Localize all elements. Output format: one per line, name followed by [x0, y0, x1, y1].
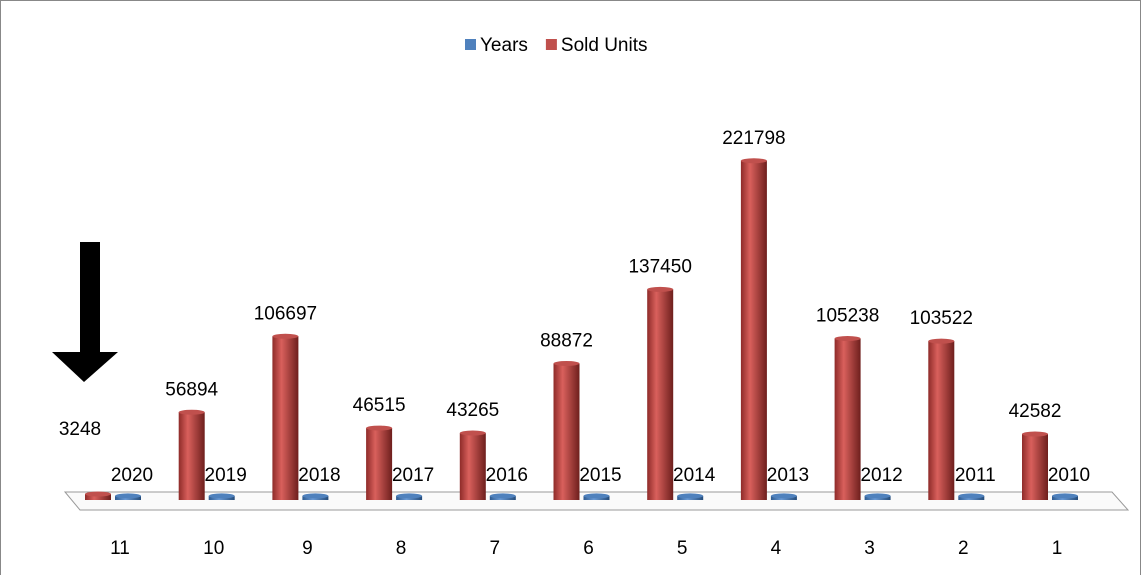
- x-tick-label: 2: [958, 538, 969, 559]
- bar-top: [928, 338, 955, 344]
- x-tick-label: 9: [302, 538, 313, 559]
- bar-top: [115, 493, 141, 499]
- data-label: 2013: [767, 465, 809, 486]
- bar-top: [677, 493, 704, 499]
- bar-top: [770, 493, 797, 499]
- bar: [553, 363, 580, 500]
- data-label: 2011: [955, 465, 996, 486]
- data-label: 2010: [1048, 465, 1090, 486]
- data-label: 2012: [860, 465, 902, 486]
- x-tick-label: 3: [864, 538, 875, 559]
- bar-top: [85, 491, 111, 497]
- bar: [459, 433, 486, 500]
- x-tick-label: 5: [677, 538, 688, 559]
- data-label: 221798: [722, 128, 785, 149]
- x-tick-label: 7: [490, 538, 501, 559]
- bar-top: [958, 493, 985, 499]
- bar-top: [864, 493, 891, 499]
- legend-label: Sold Units: [561, 35, 648, 56]
- data-label: 2015: [579, 465, 621, 486]
- legend: Years Sold Units: [465, 35, 648, 56]
- data-label: 56894: [165, 379, 218, 400]
- bar-top: [396, 493, 423, 499]
- data-label: 106697: [254, 303, 317, 324]
- bar-top: [583, 493, 610, 499]
- bar: [928, 341, 955, 500]
- bar: [834, 338, 861, 500]
- bar-top: [366, 425, 393, 431]
- data-label: 103522: [910, 308, 973, 329]
- data-label: 43265: [446, 400, 499, 421]
- data-label: 2014: [673, 465, 716, 486]
- legend-swatch: [545, 39, 557, 50]
- bar-top: [272, 333, 299, 339]
- x-tick-label: 11: [110, 538, 130, 559]
- bar: [1022, 434, 1048, 500]
- data-label: 2018: [298, 465, 340, 486]
- data-label: 105238: [816, 306, 879, 327]
- x-tick-label: 6: [583, 538, 594, 559]
- bar-top: [1022, 431, 1048, 437]
- data-label: 2016: [486, 465, 528, 486]
- bar: [85, 494, 111, 500]
- legend-label: Years: [480, 35, 528, 56]
- bar-top: [647, 286, 674, 292]
- data-label: 2020: [111, 465, 153, 486]
- bar-top: [553, 360, 580, 366]
- bar-top: [302, 493, 329, 499]
- bar: [272, 336, 299, 500]
- data-label: 2017: [392, 465, 434, 486]
- bar: [740, 160, 767, 500]
- bar-top: [178, 409, 205, 415]
- x-tick-label: 4: [771, 538, 782, 559]
- bar-top: [1052, 493, 1078, 499]
- bar: [647, 289, 674, 500]
- data-label: 42582: [1009, 401, 1062, 422]
- x-tick-label: 10: [203, 538, 224, 559]
- bar: [366, 428, 393, 500]
- data-label: 46515: [353, 395, 406, 416]
- x-tick-label: 8: [396, 538, 407, 559]
- legend-swatch: [465, 39, 476, 50]
- data-label: 137450: [628, 256, 691, 277]
- data-label: 88872: [540, 330, 593, 351]
- bar-top: [740, 158, 767, 164]
- bar-top: [489, 493, 516, 499]
- x-tick-label: 1: [1052, 538, 1063, 559]
- bar-top: [208, 493, 235, 499]
- data-label: 2019: [205, 465, 247, 486]
- bar-top: [834, 336, 861, 342]
- bar: [178, 412, 205, 500]
- bar-top: [459, 430, 486, 436]
- arrow: [52, 242, 118, 382]
- data-label: 3248: [59, 419, 101, 440]
